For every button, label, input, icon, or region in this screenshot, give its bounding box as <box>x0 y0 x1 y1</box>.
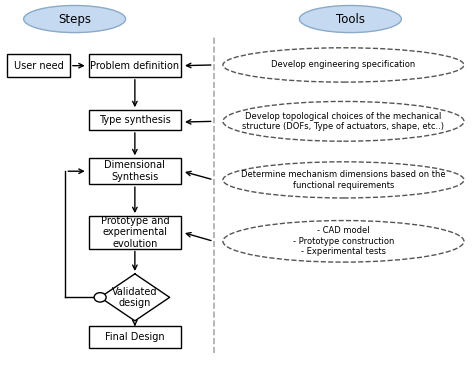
FancyBboxPatch shape <box>89 54 181 77</box>
Text: User need: User need <box>14 61 64 71</box>
Polygon shape <box>100 274 170 321</box>
Text: Steps: Steps <box>58 12 91 26</box>
Text: Prototype and
experimental
evolution: Prototype and experimental evolution <box>100 216 169 249</box>
Text: Tools: Tools <box>336 12 365 26</box>
Ellipse shape <box>223 221 464 262</box>
Ellipse shape <box>24 6 126 33</box>
Text: Dimensional
Synthesis: Dimensional Synthesis <box>104 160 165 182</box>
FancyBboxPatch shape <box>89 326 181 348</box>
Ellipse shape <box>223 48 464 82</box>
FancyBboxPatch shape <box>8 54 70 77</box>
Ellipse shape <box>223 101 464 141</box>
Text: Develop engineering specification: Develop engineering specification <box>271 61 416 69</box>
Ellipse shape <box>300 6 401 33</box>
FancyBboxPatch shape <box>89 158 181 184</box>
Ellipse shape <box>223 162 464 198</box>
Text: Problem definition: Problem definition <box>91 61 180 71</box>
Circle shape <box>94 292 106 302</box>
FancyBboxPatch shape <box>89 110 181 130</box>
FancyBboxPatch shape <box>89 216 181 248</box>
Text: Determine mechanism dimensions based on the
functional requirements: Determine mechanism dimensions based on … <box>241 170 446 190</box>
Text: Final Design: Final Design <box>105 332 164 342</box>
Text: Validated
design: Validated design <box>112 287 158 308</box>
Text: Develop topological choices of the mechanical
structure (DOFs, Type of actuators: Develop topological choices of the mecha… <box>242 112 445 131</box>
Text: - CAD model
- Prototype construction
- Experimental tests: - CAD model - Prototype construction - E… <box>293 226 394 256</box>
Text: Type synthesis: Type synthesis <box>99 115 171 125</box>
